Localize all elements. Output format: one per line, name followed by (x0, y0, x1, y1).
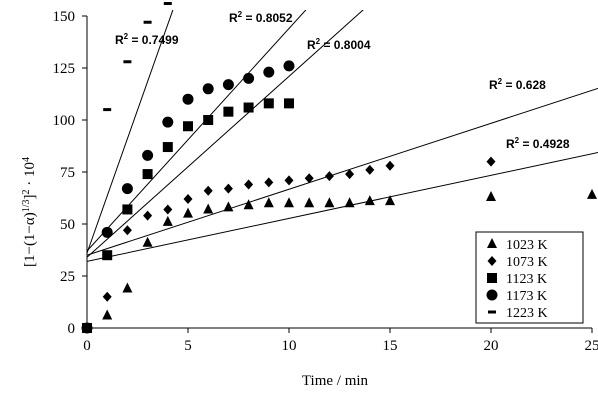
data-point (324, 197, 335, 208)
data-point (243, 199, 254, 210)
r-squared-label: R2 = 0.628 (489, 77, 546, 92)
data-point (202, 83, 214, 95)
x-tick-label: 10 (282, 338, 297, 354)
r-squared-label: R2 = 0.8004 (307, 37, 371, 52)
data-point (304, 197, 315, 208)
data-point (244, 179, 254, 190)
data-point (223, 183, 233, 194)
legend-marker (486, 289, 498, 301)
data-point (163, 204, 173, 215)
data-point (102, 291, 112, 302)
data-point (101, 226, 113, 238)
x-axis-title: Time / min (302, 373, 369, 389)
data-point (284, 98, 294, 109)
x-tick-label: 15 (383, 338, 398, 354)
y-tick-label: 150 (53, 9, 76, 25)
r-squared-label: R2 = 0.7499 (115, 32, 179, 47)
data-point (243, 72, 255, 84)
data-point (203, 115, 214, 125)
x-tick-label: 0 (83, 338, 91, 354)
data-point (183, 121, 193, 132)
legend-label: 1023 K (506, 238, 548, 253)
x-tick-label: 25 (585, 338, 598, 354)
data-point (324, 171, 334, 182)
data-point (283, 60, 295, 72)
data-point (385, 195, 395, 206)
trendline-1073-k (87, 87, 598, 256)
data-point (103, 108, 112, 112)
legend-marker (488, 310, 496, 314)
svg-text:[1−(1−α)1/3]2 · 104: [1−(1−α)1/3]2 · 104 (21, 157, 39, 267)
x-tick-label: 20 (484, 338, 499, 354)
data-point (83, 326, 91, 330)
data-point (102, 309, 113, 320)
data-point (203, 185, 213, 196)
data-point (263, 197, 274, 208)
data-point (203, 203, 214, 214)
trendline-1223-k (87, 10, 174, 254)
legend-label: 1173 K (506, 289, 547, 304)
y-tick-label: 75 (60, 165, 75, 181)
data-point (284, 175, 294, 186)
y-tick-label: 125 (53, 61, 76, 77)
data-point (304, 173, 314, 184)
data-point (143, 20, 152, 24)
legend-label: 1123 K (506, 272, 547, 287)
data-point (284, 197, 294, 208)
trendline-1023-k (87, 152, 598, 262)
y-tick-label: 25 (60, 269, 75, 285)
data-point (183, 194, 193, 205)
data-point (223, 201, 234, 212)
data-point (183, 207, 193, 218)
data-point (102, 250, 113, 261)
x-tick-label: 5 (184, 338, 192, 354)
data-point (486, 156, 496, 167)
r-squared-label: R2 = 0.8052 (229, 10, 293, 25)
y-axis-title: [1−(1−α)1/3]2 · 104 (21, 157, 39, 267)
data-point (122, 225, 132, 236)
data-point (123, 60, 132, 64)
data-point (223, 106, 234, 117)
r-squared-label: R2 = 0.4928 (506, 136, 570, 151)
data-point (587, 188, 597, 199)
legend-marker (487, 256, 497, 266)
data-point (364, 195, 375, 206)
data-point (222, 79, 234, 91)
data-point (162, 116, 174, 128)
data-point (486, 190, 496, 201)
data-point (385, 160, 395, 171)
data-point (345, 169, 355, 180)
data-point (264, 177, 274, 188)
data-point (365, 164, 375, 175)
data-point (162, 142, 173, 153)
data-point (263, 98, 274, 109)
data-point (182, 93, 194, 105)
data-point (163, 2, 172, 6)
data-point (122, 204, 133, 215)
y-tick-label: 0 (68, 321, 76, 337)
data-point (263, 66, 275, 78)
y-tick-label: 100 (53, 113, 76, 129)
data-point (143, 210, 153, 221)
trendline-1123-k (87, 10, 364, 258)
data-point (142, 169, 153, 180)
data-point (243, 102, 254, 113)
legend-label: 1223 K (506, 306, 548, 321)
legend-marker (487, 273, 497, 283)
data-point (162, 215, 173, 226)
legend-label: 1073 K (506, 255, 548, 270)
y-tick-label: 50 (60, 217, 75, 233)
legend-marker (487, 238, 497, 248)
data-point (142, 149, 154, 161)
data-point (122, 282, 133, 293)
data-point (121, 183, 133, 195)
data-point (142, 236, 153, 247)
data-point (344, 197, 355, 208)
